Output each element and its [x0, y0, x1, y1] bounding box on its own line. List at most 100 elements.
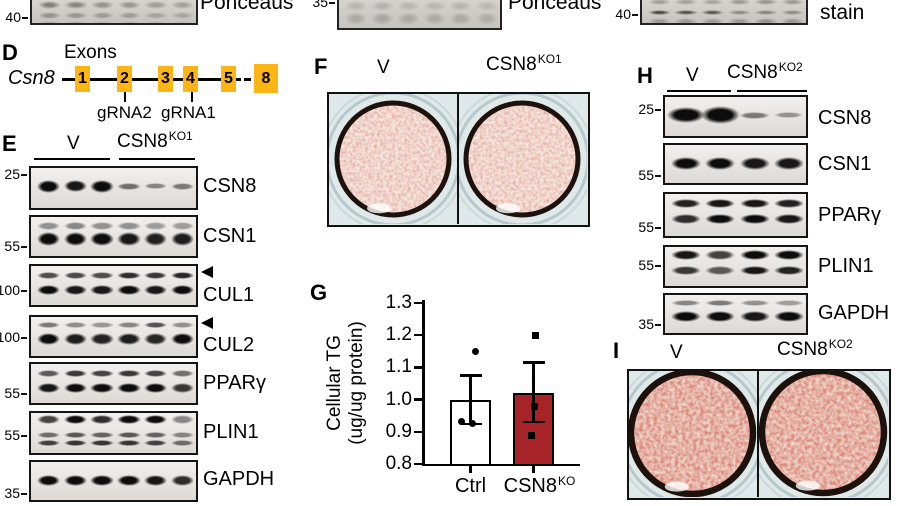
protein-band	[144, 383, 168, 394]
protein-band	[739, 266, 770, 276]
panel-e-row6-mw-marker: 55	[0, 428, 27, 443]
protein-band	[90, 383, 114, 394]
g-error-line-2	[532, 362, 535, 423]
panel-e-7-blot	[29, 460, 198, 502]
protein-band	[727, 17, 751, 23]
protein-band	[36, 284, 61, 295]
g-ytick	[414, 366, 423, 369]
panel-h-row4-mw-value: 55	[638, 257, 654, 273]
protein-band	[91, 21, 115, 23]
protein-band	[144, 21, 168, 23]
exon-box-2: 2	[117, 66, 132, 92]
protein-band	[475, 11, 499, 25]
protein-band	[64, 1, 88, 10]
g-error-cap-bottom-2	[522, 420, 545, 424]
panel-e-row-label-6: PLIN1	[203, 421, 259, 443]
panel-h-row4-mw-marker: 55	[624, 258, 661, 273]
protein-band	[705, 249, 736, 260]
ponceau-1-mw-marker: 40	[0, 10, 28, 25]
ponceau-2-mw-marker: 35	[298, 0, 335, 10]
panel-e-row3-mw-value: 100	[0, 282, 20, 298]
panel-h-row3-mw-tick	[655, 226, 661, 229]
protein-band	[90, 415, 114, 425]
panel-e-row1-mw-value: 25	[4, 166, 20, 182]
protein-band	[36, 432, 61, 438]
protein-band	[773, 157, 804, 171]
ponceau-label-1: Ponceaus	[200, 0, 294, 14]
protein-band	[739, 249, 770, 260]
plate-divider	[456, 94, 459, 224]
protein-band	[64, 12, 88, 20]
protein-band	[144, 432, 168, 438]
panel-h-group-v: V	[686, 65, 699, 86]
protein-band	[674, 9, 698, 15]
panel-i-group-v: V	[670, 342, 683, 363]
panel-h-row3-mw-marker: 55	[624, 220, 661, 235]
panel-e-row5-mw-marker: 55	[0, 386, 27, 401]
protein-band	[397, 11, 420, 25]
protein-band	[170, 432, 195, 438]
protein-band	[63, 321, 87, 328]
protein-band	[63, 369, 87, 377]
exon-box-4: 4	[183, 66, 198, 92]
protein-band	[754, 0, 778, 5]
protein-band	[754, 17, 778, 23]
protein-band	[37, 21, 61, 23]
protein-band	[674, 0, 698, 5]
protein-band	[170, 222, 195, 231]
g-data-point	[532, 331, 539, 339]
protein-band	[705, 310, 736, 322]
protein-band	[773, 249, 804, 260]
protein-band	[90, 369, 114, 377]
protein-band	[144, 232, 168, 247]
panel-e-row5-mw-value: 55	[4, 385, 20, 401]
panel-e-1-blot	[29, 166, 198, 210]
protein-band	[773, 266, 804, 276]
gene-name: Csn8	[8, 67, 55, 89]
plate-divider	[756, 371, 759, 497]
protein-band	[171, 12, 195, 20]
panel-h-1-blot	[663, 95, 808, 138]
protein-band	[674, 17, 698, 23]
group-superscript: KO1	[537, 52, 562, 66]
protein-band	[90, 271, 114, 279]
oil-red-o-plates-f	[327, 92, 590, 227]
panel-e-row-label-4: CUL2	[203, 334, 255, 356]
protein-band	[117, 232, 141, 247]
protein-band	[170, 182, 195, 190]
protein-band	[63, 332, 87, 345]
protein-band	[705, 214, 736, 225]
panel-e-row4-mw-tick	[21, 336, 27, 339]
panel-d-letter: D	[2, 40, 18, 65]
protein-band	[781, 17, 805, 23]
g-data-point	[458, 417, 465, 425]
protein-band	[781, 0, 805, 5]
protein-band	[170, 332, 195, 345]
g-data-point	[528, 431, 535, 439]
protein-band	[91, 1, 115, 10]
panel-i-letter: I	[613, 338, 620, 363]
exon-box-1: 1	[75, 66, 90, 92]
protein-band	[666, 107, 706, 124]
panel-h-group-ko: CSN8KO2	[727, 60, 803, 84]
ponceau-3-mw-value: 40	[615, 6, 631, 22]
protein-band	[117, 284, 141, 295]
band-arrowhead-icon	[201, 317, 213, 329]
protein-band	[36, 271, 61, 279]
grna-tick-1	[124, 91, 126, 102]
panel-h-row1-mw-value: 25	[638, 101, 654, 117]
panel-h-row-label-2: CSN1	[818, 153, 872, 175]
protein-band	[63, 439, 87, 446]
g-category-text: CSN8	[503, 475, 557, 497]
protein-band	[739, 157, 770, 171]
protein-band	[647, 0, 671, 5]
protein-band	[170, 439, 195, 446]
protein-band	[117, 1, 141, 10]
exon-box-3: 3	[158, 66, 173, 92]
protein-band	[344, 11, 368, 25]
dish-photo-f-vector	[329, 94, 466, 225]
panel-e-row1-mw-tick	[21, 173, 27, 176]
g-ytick-label: 0.8	[385, 453, 412, 474]
protein-band	[701, 9, 725, 15]
